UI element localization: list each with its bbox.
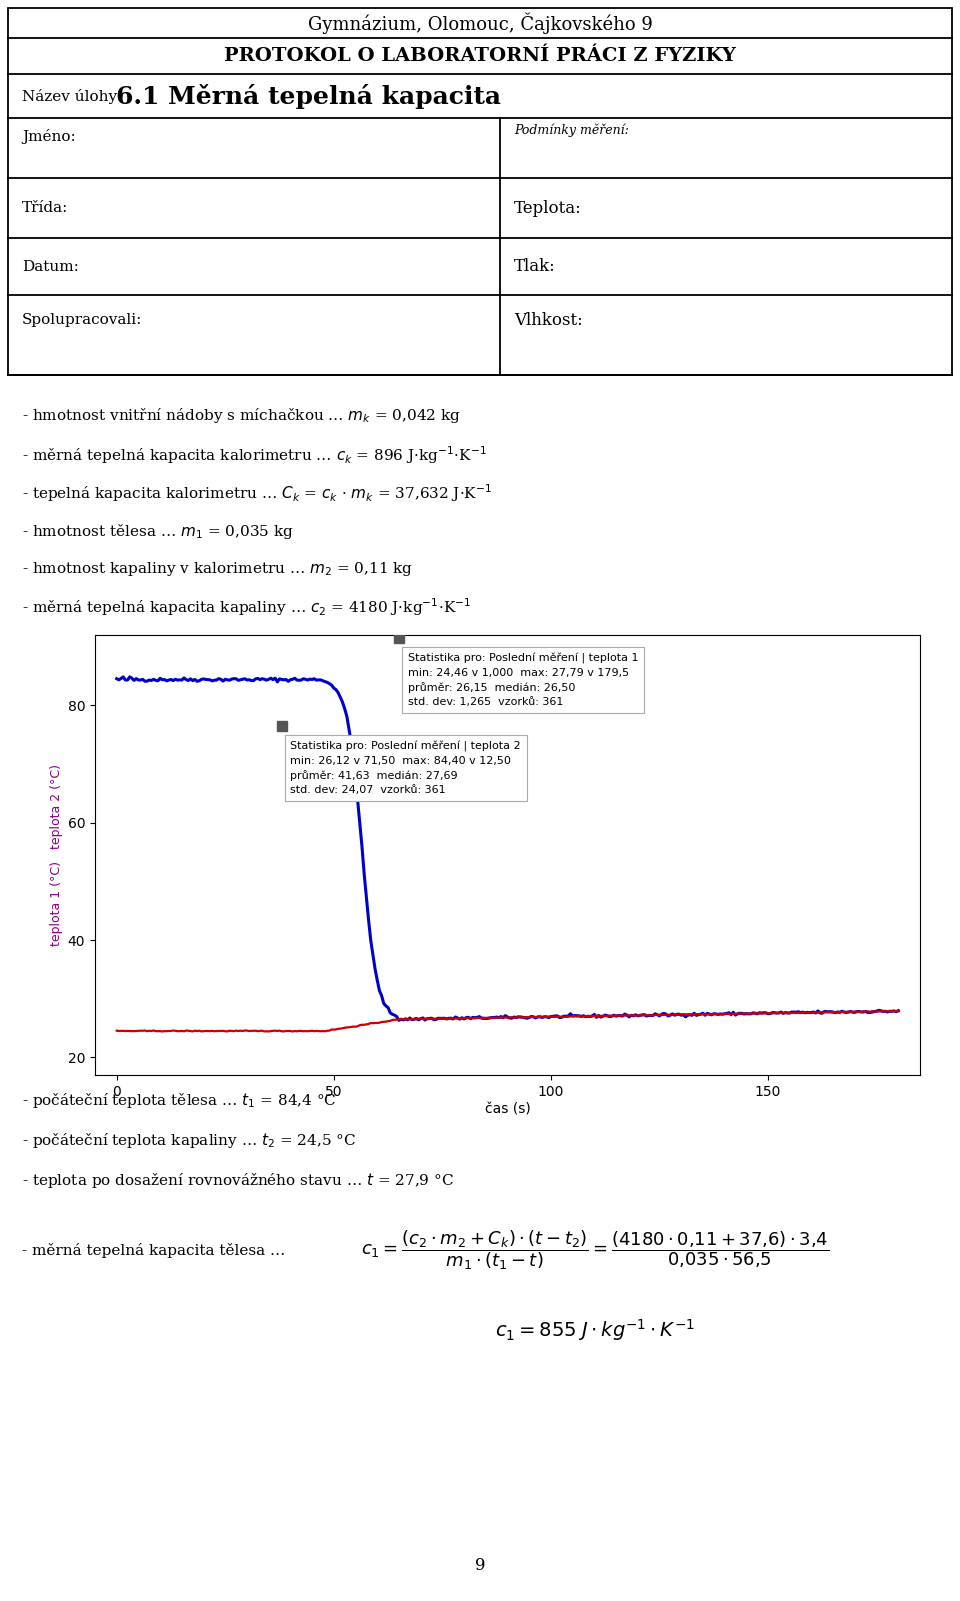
- Text: - hmotnost tělesa … $m_1$ = 0,035 kg: - hmotnost tělesa … $m_1$ = 0,035 kg: [22, 522, 294, 541]
- Text: - hmotnost vnitřní nádoby s míchačkou … $m_k$ = 0,042 kg: - hmotnost vnitřní nádoby s míchačkou … …: [22, 405, 461, 424]
- Text: Statistika pro: Poslední měření | teplota 1
min: 24,46 v 1,000  max: 27,79 v 179: Statistika pro: Poslední měření | teplot…: [408, 653, 638, 708]
- Text: Podmínky měření:: Podmínky měření:: [514, 123, 629, 136]
- Text: - teplota po dosažení rovnovážného stavu … $t$ = 27,9 °C: - teplota po dosažení rovnovážného stavu…: [22, 1170, 454, 1190]
- Text: - měrná tepelná kapacita tělesa …: - měrná tepelná kapacita tělesa …: [22, 1242, 285, 1257]
- Text: Datum:: Datum:: [22, 259, 79, 274]
- Text: $c_1 = 855 \; \mathit{J} \cdot \mathit{kg}^{-1} \cdot \mathit{K}^{-1}$: $c_1 = 855 \; \mathit{J} \cdot \mathit{k…: [495, 1318, 695, 1343]
- Text: - počáteční teplota tělesa … $t_1$ = 84,4 °C: - počáteční teplota tělesa … $t_1$ = 84,…: [22, 1090, 337, 1109]
- Text: Spolupracovali:: Spolupracovali:: [22, 314, 142, 327]
- Text: - měrná tepelná kapacita kapaliny … $c_2$ = 4180 J·kg$^{-1}$·K$^{-1}$: - měrná tepelná kapacita kapaliny … $c_2…: [22, 596, 471, 618]
- Text: $c_1 = \dfrac{(c_2 \cdot m_2 + C_k)\cdot(t - t_2)}{m_1 \cdot (t_1 - t)} = \dfrac: $c_1 = \dfrac{(c_2 \cdot m_2 + C_k)\cdot…: [361, 1228, 829, 1271]
- Text: - měrná tepelná kapacita kalorimetru … $c_k$ = 896 J·kg$^{-1}$·K$^{-1}$: - měrná tepelná kapacita kalorimetru … $…: [22, 443, 487, 466]
- Text: Třída:: Třída:: [22, 202, 68, 215]
- Text: Vlhkost:: Vlhkost:: [514, 312, 583, 328]
- Text: 9: 9: [475, 1556, 485, 1574]
- Text: PROTOKOL O LABORATORNÍ PRÁCI Z FYZIKY: PROTOKOL O LABORATORNÍ PRÁCI Z FYZIKY: [224, 46, 736, 66]
- Y-axis label: teplota 1 (°C)   teplota 2 (°C): teplota 1 (°C) teplota 2 (°C): [51, 764, 63, 946]
- Text: - hmotnost kapaliny v kalorimetru … $m_2$ = 0,11 kg: - hmotnost kapaliny v kalorimetru … $m_2…: [22, 560, 413, 578]
- Text: Název úlohy:: Název úlohy:: [22, 88, 122, 104]
- Text: Gymnázium, Olomouc, Čajkovského 9: Gymnázium, Olomouc, Čajkovského 9: [307, 13, 653, 34]
- Text: Tlak:: Tlak:: [514, 258, 556, 275]
- Text: Statistika pro: Poslední měření | teplota 2
min: 26,12 v 71,50  max: 84,40 v 12,: Statistika pro: Poslední měření | teplot…: [290, 741, 521, 796]
- Text: - počáteční teplota kapaliny … $t_2$ = 24,5 °C: - počáteční teplota kapaliny … $t_2$ = 2…: [22, 1130, 356, 1150]
- Bar: [8, 8, 952, 375]
- Text: Teplota:: Teplota:: [514, 200, 582, 216]
- Text: 6.1 Měrná tepelná kapacita: 6.1 Měrná tepelná kapacita: [116, 83, 501, 109]
- Text: Jméno:: Jméno:: [22, 128, 76, 144]
- Text: - tepelná kapacita kalorimetru … $C_k$ = $c_k$ · $m_k$ = 37,632 J·K$^{-1}$: - tepelná kapacita kalorimetru … $C_k$ =…: [22, 482, 492, 504]
- X-axis label: čas (s): čas (s): [485, 1103, 530, 1117]
